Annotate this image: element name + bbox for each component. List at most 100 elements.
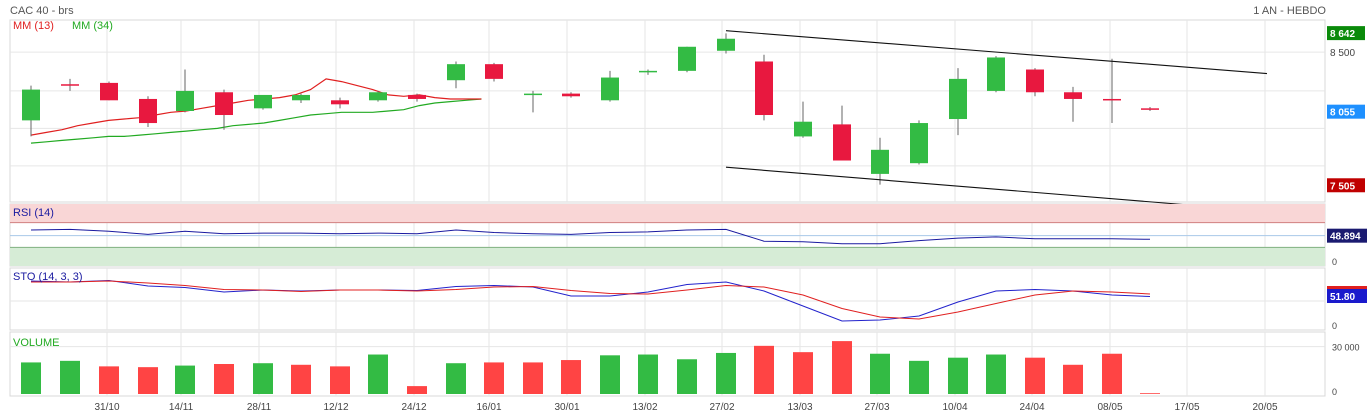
candle: [22, 85, 40, 137]
candle-body: [1026, 69, 1044, 93]
rsi-title: RSI (14): [13, 207, 54, 219]
volume-bar: [138, 367, 158, 394]
price-badge: [1327, 104, 1365, 119]
candle-body: [139, 98, 157, 124]
trendline-0: [725, 30, 1268, 75]
volume-bar: [948, 357, 968, 394]
price-badge-label: 7 505: [1330, 181, 1355, 192]
sto-badge-top: [1327, 286, 1367, 289]
volume-bar: [484, 362, 504, 394]
grid: [9, 19, 1326, 397]
chart-title: CAC 40 - brs: [10, 5, 74, 17]
volume-bar: [523, 362, 543, 394]
candle: [794, 101, 812, 138]
volume-bar: [99, 366, 119, 394]
x-tick-label: 30/01: [554, 402, 579, 413]
price-badge-label: 8 642: [1330, 29, 1355, 40]
rsi-zone-1: [10, 247, 1325, 266]
candle: [485, 62, 503, 82]
sto-panel: STO (14, 3, 3) 51.80 0: [13, 271, 1367, 331]
candle-body: [1141, 108, 1159, 110]
volume-bar: [407, 386, 427, 394]
candle: [755, 54, 773, 121]
candle: [369, 90, 387, 102]
rsi-badge: [1327, 228, 1367, 243]
volume-bar: [253, 363, 273, 394]
price-badge-label: 8 055: [1330, 108, 1355, 119]
candle: [254, 94, 272, 110]
candle: [639, 69, 657, 75]
x-tick-label: 13/03: [787, 402, 812, 413]
x-tick-label: 24/12: [401, 402, 426, 413]
volume-bar: [561, 360, 581, 394]
candle-body: [949, 78, 967, 120]
candle-body: [485, 64, 503, 79]
rsi-panel: RSI (14) 48.894 0: [10, 204, 1367, 267]
candle-body: [408, 94, 426, 99]
volume-bar: [1102, 353, 1122, 394]
rsi-badge-label: 48.894: [1330, 232, 1361, 243]
volume-bar: [175, 365, 195, 394]
candle: [215, 89, 233, 130]
sto-badge-label: 51.80: [1330, 292, 1355, 303]
volume-y-tick: 0: [1332, 387, 1337, 397]
x-tick-label: 14/11: [169, 402, 194, 413]
candle-body: [292, 94, 310, 101]
x-tick-label: 08/05: [1097, 402, 1122, 413]
ma34-line: [30, 98, 482, 144]
candle-body: [22, 89, 40, 121]
volume-bar: [909, 360, 929, 394]
candle: [949, 68, 967, 136]
panel-frame-3: [9, 331, 1326, 397]
candle-body: [717, 38, 735, 51]
candle-body: [755, 61, 773, 116]
candle: [447, 61, 465, 89]
panel-frame-2: [9, 267, 1326, 331]
candle-body: [254, 94, 272, 109]
rsi-line: [30, 228, 1151, 245]
candle-body: [794, 121, 812, 137]
volume-title: VOLUME: [13, 337, 59, 349]
price-badge: [1327, 26, 1365, 41]
volume-bar: [368, 354, 388, 394]
candle: [910, 120, 928, 165]
candle: [139, 96, 157, 128]
candle: [61, 78, 79, 91]
volume-bar: [677, 359, 697, 394]
candle-body: [678, 46, 696, 71]
sto-line-K: [30, 279, 1151, 322]
sto-badge: [1327, 289, 1367, 303]
x-tick-label: 31/10: [94, 402, 119, 413]
x-tick-label: 27/03: [864, 402, 889, 413]
legend-item: MM (13): [13, 20, 54, 32]
candle: [331, 97, 349, 109]
x-tick-label: 10/04: [942, 402, 967, 413]
volume-bar: [754, 345, 774, 394]
candle: [100, 81, 118, 101]
candle-body: [987, 57, 1005, 91]
candle: [176, 69, 194, 113]
candle: [562, 92, 580, 98]
candle-body: [1103, 98, 1121, 101]
candle-body: [331, 100, 349, 105]
x-tick-label: 12/12: [323, 402, 348, 413]
volume-bar: [1140, 393, 1160, 394]
period-label: 1 AN - HEBDO: [1253, 5, 1326, 17]
candle: [292, 93, 310, 103]
y-tick-label: 8 500: [1330, 48, 1355, 59]
volume-panel: VOLUME 30 000 0: [13, 337, 1360, 397]
x-tick-label: 24/04: [1019, 402, 1044, 413]
candle: [717, 33, 735, 54]
volume-bar: [291, 364, 311, 394]
candle: [1026, 68, 1044, 97]
candle: [678, 46, 696, 73]
volume-bar: [1025, 357, 1045, 394]
candle: [1103, 58, 1121, 124]
candle-body: [215, 92, 233, 116]
candle: [1141, 106, 1159, 111]
candle: [987, 56, 1005, 93]
volume-bar: [986, 354, 1006, 394]
volume-bar: [60, 360, 80, 394]
price-panel: 8 500 MM (13) MM (34) 8 642 8 055 7 505: [13, 20, 1365, 212]
candle-body: [369, 92, 387, 101]
